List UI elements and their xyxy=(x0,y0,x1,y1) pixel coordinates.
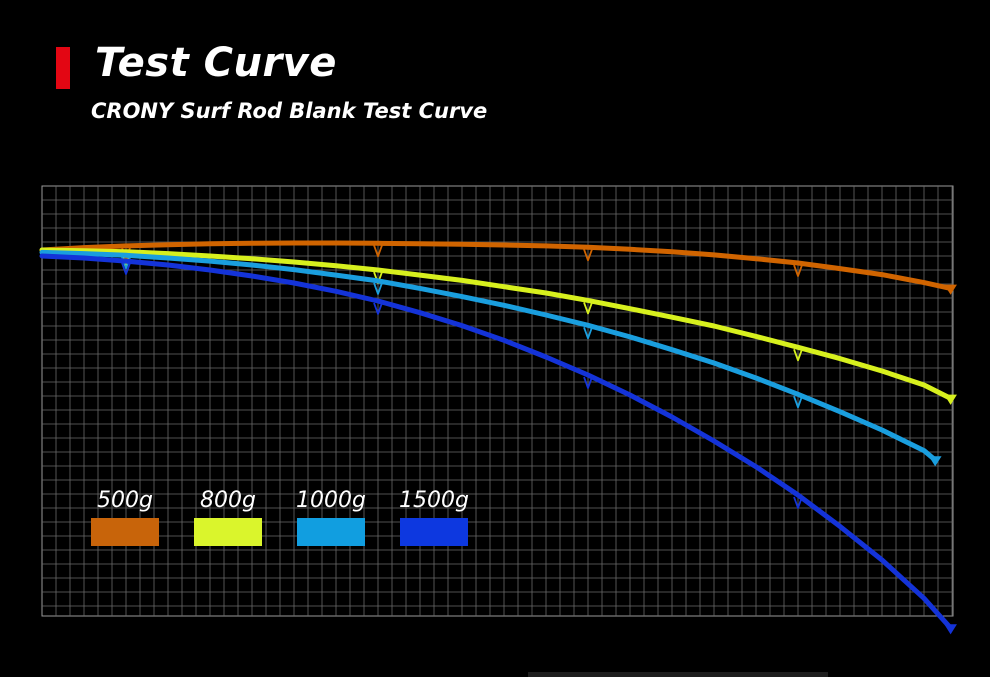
legend-label: 800g xyxy=(200,488,256,513)
rod-guide-1500g xyxy=(121,262,131,275)
series-line-1000g xyxy=(39,249,938,463)
legend-swatch xyxy=(297,518,365,546)
rod-guide-500g xyxy=(583,249,593,262)
legend-label: 1500g xyxy=(399,488,469,513)
rod-tip-500g xyxy=(944,284,957,295)
rod-guide-800g xyxy=(793,348,803,362)
page-subtitle: CRONY Surf Rod Blank Test Curve xyxy=(91,99,488,123)
legend-label: 1000g xyxy=(296,488,366,513)
rod-guide-1500g xyxy=(583,376,593,389)
legend-swatch xyxy=(194,518,262,546)
series-line-800g xyxy=(39,247,954,401)
legend-swatch xyxy=(400,518,468,546)
rod-guide-1000g xyxy=(793,396,803,409)
rod-guide-1000g xyxy=(373,282,383,295)
rod-guide-500g xyxy=(373,244,383,258)
rod-guide-1500g xyxy=(373,302,383,315)
chart-legend: 500g 800g 1000g 1500g xyxy=(91,488,469,546)
chart-curves xyxy=(39,240,957,635)
page-title: Test Curve xyxy=(95,40,337,86)
grid-border xyxy=(41,185,954,617)
title-accent-bar xyxy=(56,47,70,89)
rod-guide-800g xyxy=(583,302,593,315)
legend-swatch xyxy=(91,518,159,546)
rod-tip-1500g xyxy=(944,624,957,635)
rod-tip-1000g xyxy=(928,456,942,467)
bottom-strip xyxy=(528,672,828,677)
legend-label: 500g xyxy=(97,488,153,513)
rod-guide-1500g xyxy=(793,496,803,509)
rod-tip-800g xyxy=(944,394,957,405)
series-line-1500g xyxy=(39,253,954,631)
rod-guide-1000g xyxy=(583,327,593,340)
series-line-500g xyxy=(39,240,954,291)
rod-guide-500g xyxy=(793,264,803,277)
